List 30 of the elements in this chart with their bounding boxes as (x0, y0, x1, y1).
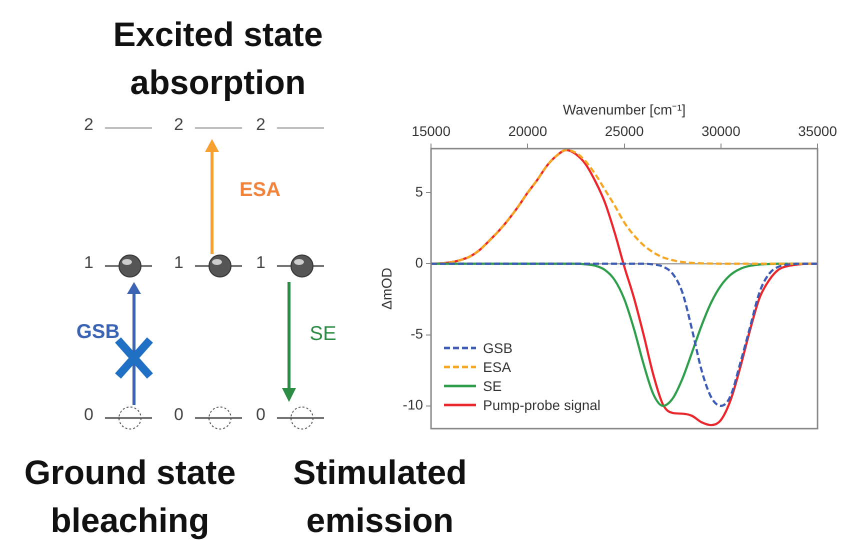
text: 2 (174, 115, 184, 135)
x-tick-label: 30000 (701, 123, 741, 140)
text: 0 (84, 405, 94, 425)
text: 2 (84, 115, 94, 135)
legend-label: ESA (483, 358, 512, 377)
y-tick-label: 5 (415, 184, 424, 200)
y-tick-label: -5 (410, 326, 424, 342)
text: 0 (174, 405, 184, 425)
text: 2 (256, 115, 266, 135)
x-tick-label: 15000 (412, 123, 451, 140)
text: GSB (75, 320, 121, 345)
y-tick-label: 0 (415, 254, 424, 271)
text: Excited state absorption (112, 15, 324, 104)
legend-label: Pump-probe signal (483, 396, 601, 415)
y-tick-label: -10 (402, 396, 424, 413)
x-tick-label: 20000 (508, 123, 548, 140)
text: 0 (256, 405, 266, 425)
text: Stimulated emission (292, 453, 468, 542)
text: ESA (238, 178, 282, 203)
x-axis-title: Wavenumber [cm⁻¹] (562, 101, 686, 118)
x-tick-label: 25000 (604, 123, 644, 140)
text: SE (308, 322, 338, 347)
legend-label: GSB (483, 338, 513, 358)
text: Ground state bleaching (23, 453, 237, 542)
text: 1 (84, 253, 94, 273)
y-axis-title: ΔmOD (378, 268, 394, 310)
x-tick-label: 35000 (798, 123, 838, 140)
text: 1 (256, 253, 266, 273)
legend-label: SE (483, 376, 502, 396)
text: 1 (174, 253, 184, 273)
